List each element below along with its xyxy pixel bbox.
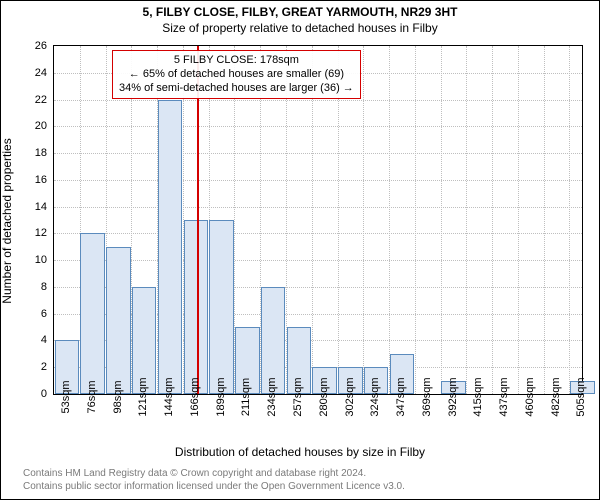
plot-area: 5 FILBY CLOSE: 178sqm← 65% of detached h…	[53, 45, 583, 395]
chart-title-main: 5, FILBY CLOSE, FILBY, GREAT YARMOUTH, N…	[1, 5, 599, 19]
x-tick-label: 166sqm	[183, 377, 201, 416]
gridline-v	[569, 46, 570, 394]
gridline-v	[466, 46, 467, 394]
annotation-line-3: 34% of semi-detached houses are larger (…	[119, 82, 354, 96]
gridline-h	[54, 260, 582, 261]
gridline-v	[544, 46, 545, 394]
chart-container: 5, FILBY CLOSE, FILBY, GREAT YARMOUTH, N…	[0, 0, 600, 500]
y-tick-label: 8	[17, 281, 47, 293]
gridline-v	[363, 46, 364, 394]
y-tick-label: 14	[17, 201, 47, 213]
gridline-v	[415, 46, 416, 394]
x-axis-label: Distribution of detached houses by size …	[1, 445, 599, 459]
x-tick-label: 482sqm	[544, 377, 562, 416]
gridline-v	[492, 46, 493, 394]
x-tick-label: 505sqm	[569, 377, 587, 416]
gridline-v	[441, 46, 442, 394]
gridline-v	[518, 46, 519, 394]
gridline-h	[54, 126, 582, 127]
gridline-h	[54, 207, 582, 208]
x-tick-label: 189sqm	[209, 377, 227, 416]
y-tick-label: 16	[17, 174, 47, 186]
y-tick-label: 0	[17, 388, 47, 400]
x-tick-label: 460sqm	[518, 377, 536, 416]
x-tick-label: 121sqm	[131, 377, 149, 416]
gridline-h	[54, 100, 582, 101]
gridline-v	[389, 46, 390, 394]
x-tick-label: 234sqm	[260, 377, 278, 416]
footer-line-2: Contains public sector information licen…	[23, 481, 405, 494]
x-tick-label: 347sqm	[389, 377, 407, 416]
y-tick-label: 2	[17, 361, 47, 373]
y-tick-label: 6	[17, 308, 47, 320]
x-tick-label: 392sqm	[441, 377, 459, 416]
y-tick-label: 10	[17, 254, 47, 266]
x-tick-label: 53sqm	[54, 380, 72, 413]
gridline-h	[54, 233, 582, 234]
x-tick-label: 76sqm	[80, 380, 98, 413]
property-annotation: 5 FILBY CLOSE: 178sqm← 65% of detached h…	[112, 50, 361, 99]
histogram-bar	[80, 233, 104, 394]
histogram-bar	[209, 220, 233, 394]
x-tick-label: 369sqm	[415, 377, 433, 416]
y-tick-label: 12	[17, 227, 47, 239]
y-axis-label: Number of detached properties	[0, 138, 14, 303]
x-tick-label: 415sqm	[466, 377, 484, 416]
y-tick-label: 20	[17, 120, 47, 132]
footer-line-1: Contains HM Land Registry data © Crown c…	[23, 468, 405, 481]
x-tick-label: 98sqm	[106, 380, 124, 413]
gridline-h	[54, 180, 582, 181]
chart-title-sub: Size of property relative to detached ho…	[1, 21, 599, 35]
histogram-bar	[106, 247, 130, 394]
annotation-line-1: 5 FILBY CLOSE: 178sqm	[119, 54, 354, 68]
y-tick-label: 24	[17, 67, 47, 79]
x-tick-label: 324sqm	[363, 377, 381, 416]
gridline-h	[54, 153, 582, 154]
x-tick-label: 437sqm	[492, 377, 510, 416]
y-tick-label: 4	[17, 334, 47, 346]
histogram-bar	[158, 100, 182, 394]
x-tick-label: 302sqm	[338, 377, 356, 416]
x-tick-label: 144sqm	[157, 377, 175, 416]
y-tick-label: 26	[17, 40, 47, 52]
annotation-line-2: ← 65% of detached houses are smaller (69…	[119, 68, 354, 82]
x-tick-label: 211sqm	[234, 378, 252, 416]
y-tick-label: 18	[17, 147, 47, 159]
x-tick-label: 257sqm	[286, 377, 304, 416]
y-tick-label: 22	[17, 94, 47, 106]
x-tick-label: 280sqm	[312, 377, 330, 416]
attribution-footer: Contains HM Land Registry data © Crown c…	[23, 468, 405, 493]
